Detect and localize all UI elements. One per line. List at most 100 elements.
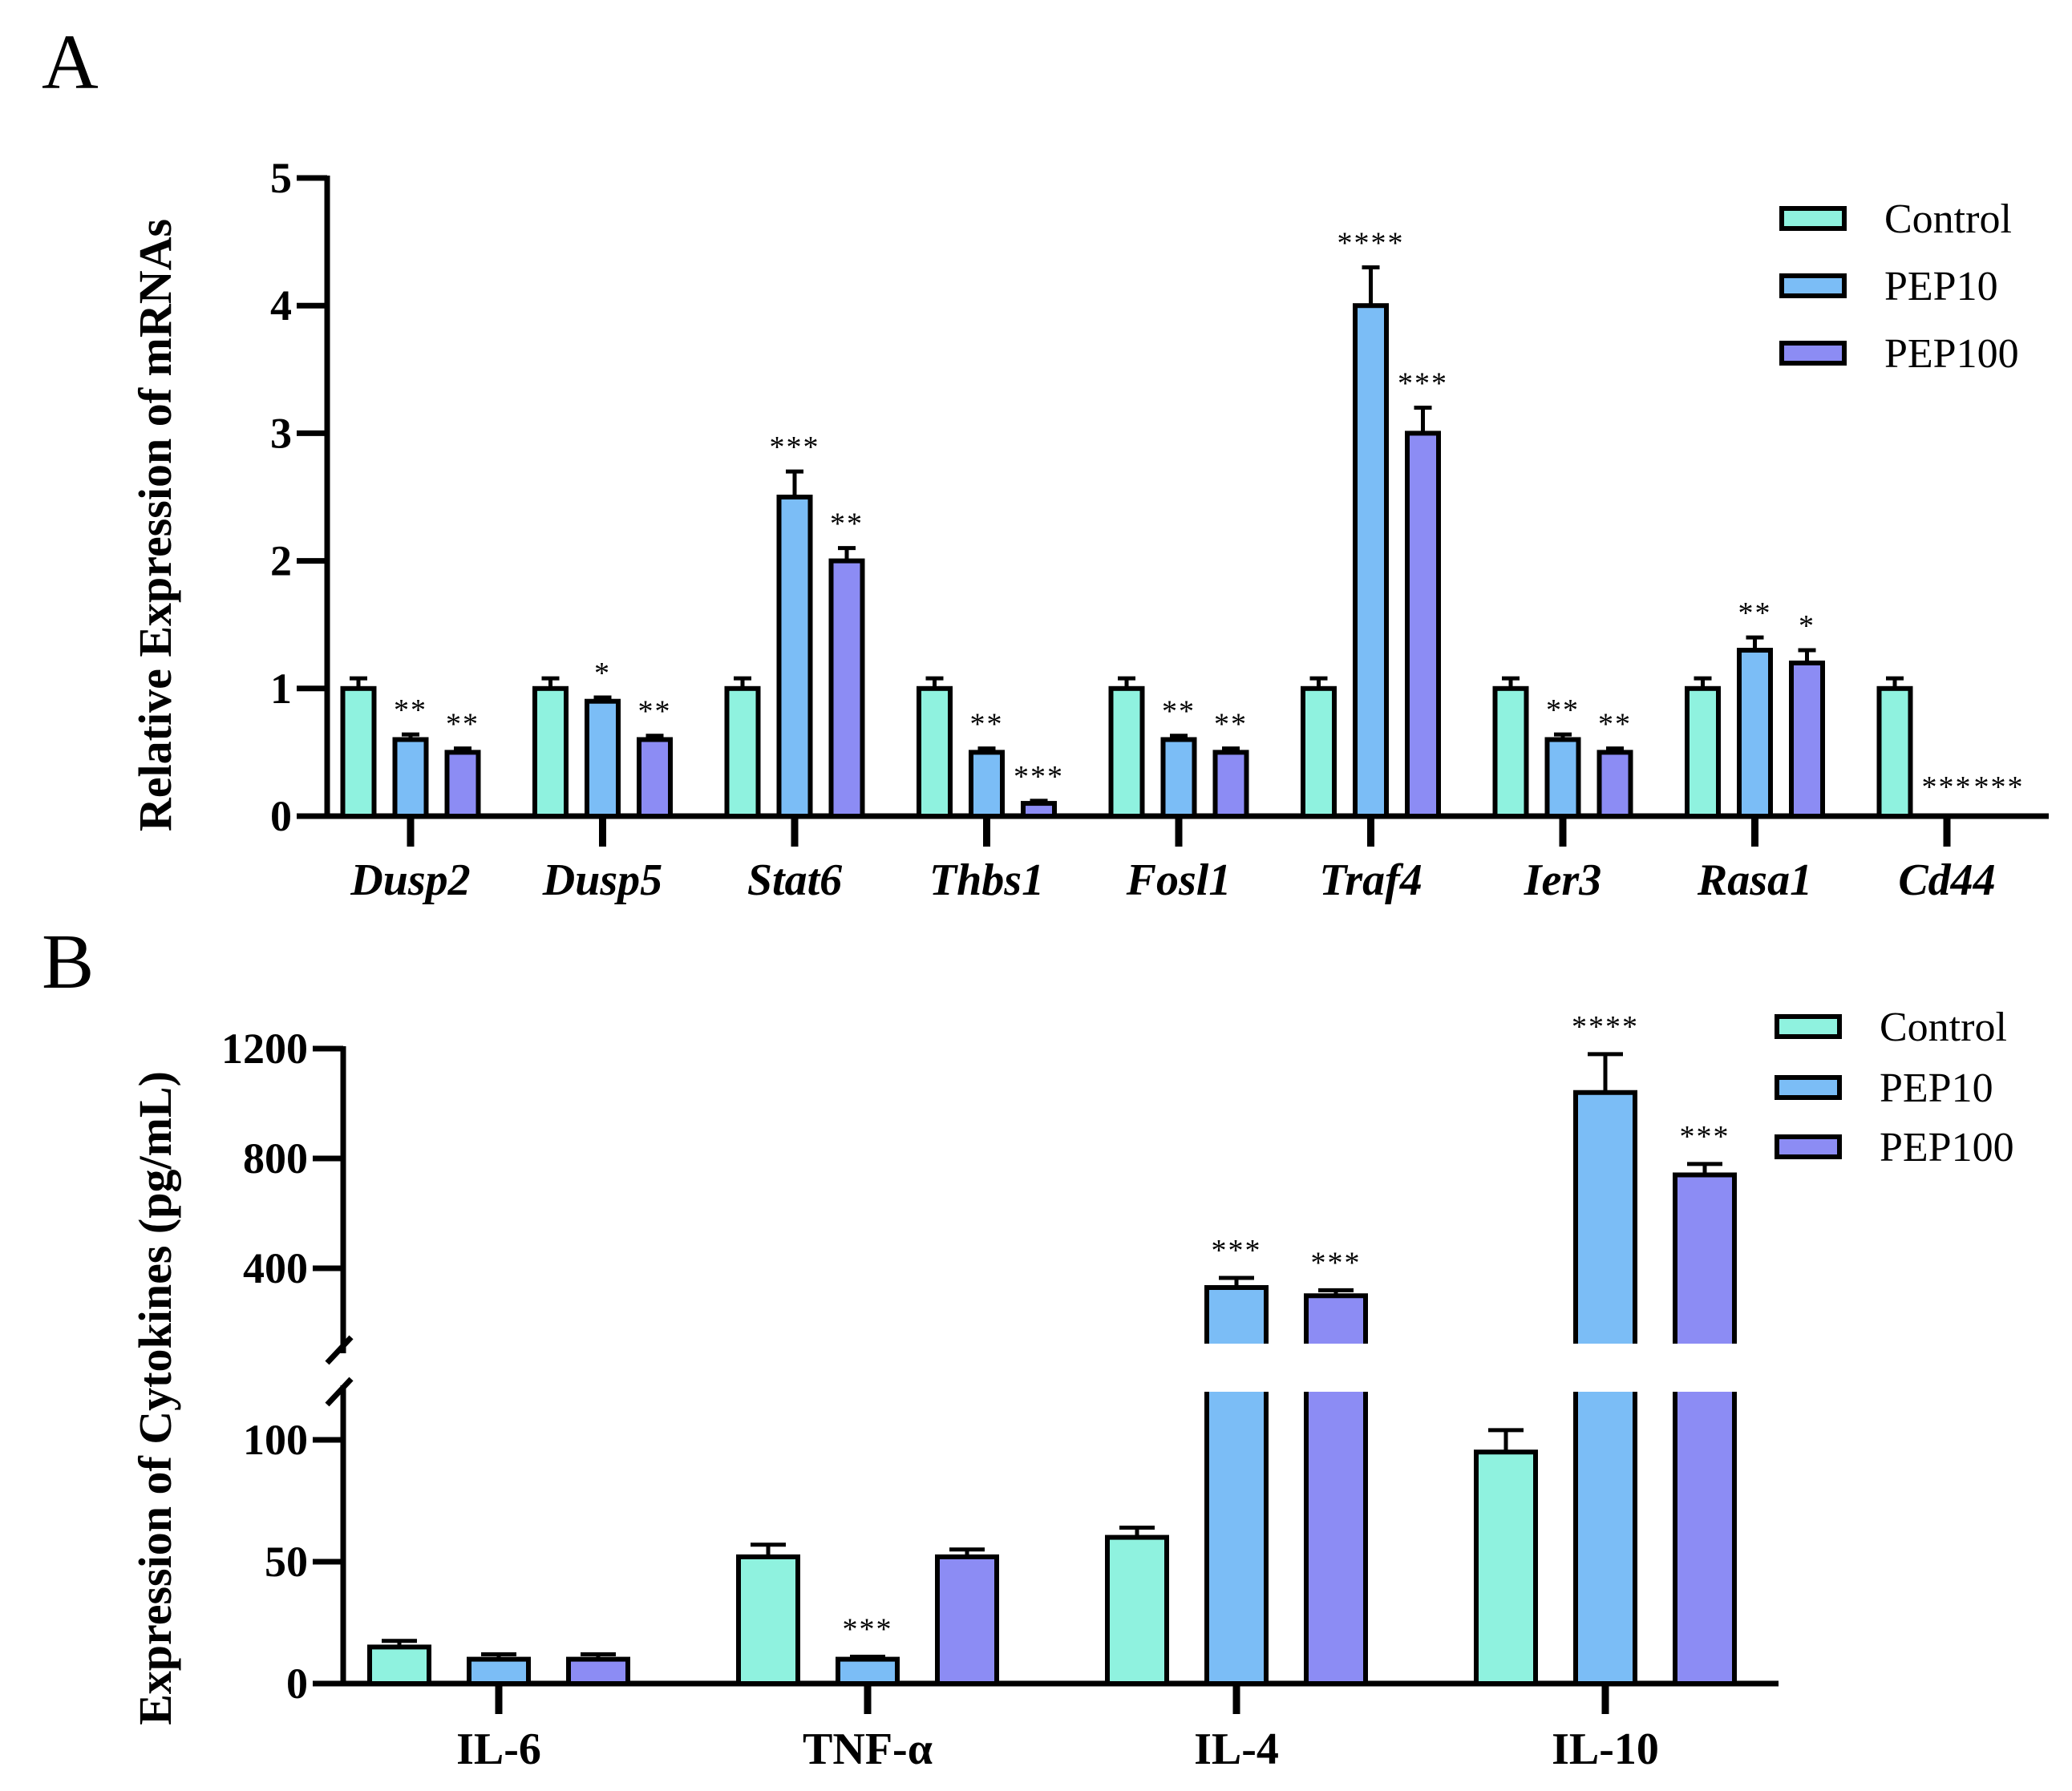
y-tick-label-b: 50 xyxy=(265,1538,308,1586)
significance-label: ** xyxy=(394,693,427,727)
bar-lower-segment xyxy=(1204,1392,1269,1686)
bar xyxy=(367,1644,431,1686)
y-tick-label-a: 2 xyxy=(270,537,292,585)
bar xyxy=(566,1656,630,1687)
significance-label: *** xyxy=(1311,1246,1362,1280)
y-tick-label-b: 400 xyxy=(243,1244,308,1292)
category-label: Dusp5 xyxy=(542,855,662,905)
y-tick-label-a: 5 xyxy=(270,154,292,202)
category-label: Thbs1 xyxy=(929,855,1044,905)
category-label: TNF-α xyxy=(803,1724,933,1774)
legend-swatch xyxy=(1775,1134,1842,1159)
legend-swatch xyxy=(1775,1014,1842,1039)
bar-upper-segment xyxy=(1573,1090,1637,1344)
legend-label: Control xyxy=(1884,196,2012,242)
bar xyxy=(585,698,621,819)
significance-label: ** xyxy=(1162,695,1196,729)
legend-label: PEP10 xyxy=(1884,264,1998,309)
bar-lower-segment xyxy=(1304,1392,1368,1686)
significance-label: *** xyxy=(1922,770,1973,804)
bar xyxy=(392,737,429,819)
bar xyxy=(836,1656,900,1687)
legend-label: PEP10 xyxy=(1880,1065,1993,1111)
legend-swatch xyxy=(1779,206,1847,231)
bar xyxy=(1353,303,1389,819)
category-label: Dusp2 xyxy=(350,855,470,905)
legend-label: PEP100 xyxy=(1884,331,2019,377)
significance-label: * xyxy=(594,657,611,690)
bar xyxy=(1685,685,1721,819)
bar xyxy=(444,750,481,819)
bar xyxy=(1492,685,1529,819)
bar xyxy=(736,1554,800,1687)
significance-label: *** xyxy=(1680,1120,1730,1154)
bar xyxy=(1737,648,1773,819)
bar xyxy=(467,1656,531,1687)
category-label: Cd44 xyxy=(1898,855,1995,905)
category-label: IL-6 xyxy=(456,1724,541,1774)
significance-label: ** xyxy=(446,708,480,742)
y-tick-label-b: 800 xyxy=(243,1134,308,1183)
bar-lower-segment xyxy=(1673,1392,1737,1686)
significance-label: ** xyxy=(1598,708,1632,742)
bar xyxy=(532,685,569,819)
bar xyxy=(724,685,761,819)
panel-b: B 400 800 1200 0 50 100 Expression of Cytokine… xyxy=(42,919,2014,1774)
y-tick-label-b: 1200 xyxy=(221,1025,308,1073)
category-label: Fosl1 xyxy=(1126,855,1232,905)
y-tick-label-a: 0 xyxy=(270,792,292,840)
panel-b-label: B xyxy=(42,919,94,1005)
significance-label: ** xyxy=(1214,708,1248,742)
bar xyxy=(776,495,813,819)
y-tick-label-a: 3 xyxy=(270,409,292,457)
category-label: IL-10 xyxy=(1552,1724,1659,1774)
bar xyxy=(1160,737,1197,819)
y-tick-label-b: 100 xyxy=(243,1416,308,1464)
y-tick-label-b: 0 xyxy=(286,1660,308,1708)
panel-a: A 0 1 2 3 4 5 Relative Expression of mRNAs Dusp… xyxy=(42,19,2049,905)
significance-label: ** xyxy=(1546,693,1580,727)
bar-upper-segment xyxy=(1673,1172,1737,1344)
bar xyxy=(1789,660,1825,819)
bar xyxy=(828,558,865,819)
bar-upper-segment xyxy=(1304,1293,1368,1344)
y-tick-label-a: 4 xyxy=(270,281,292,329)
bar xyxy=(935,1554,999,1687)
legend-swatch xyxy=(1779,273,1847,298)
category-label: Ier3 xyxy=(1524,855,1601,905)
significance-label: *** xyxy=(1398,367,1448,401)
axis-break-mark-upper xyxy=(325,1335,354,1365)
significance-label: *** xyxy=(1014,760,1064,794)
y-axis-title-b: Expression of Cytokines (pg/mL) xyxy=(129,1071,181,1725)
bar xyxy=(969,750,1005,819)
panel-a-label: A xyxy=(42,19,99,106)
significance-label: **** xyxy=(1572,1010,1639,1044)
bar xyxy=(1212,750,1249,819)
bar xyxy=(1301,685,1337,819)
significance-label: *** xyxy=(1974,770,2025,804)
bar xyxy=(1876,685,1913,819)
bar-lower-segment xyxy=(1573,1392,1637,1686)
legend-swatch xyxy=(1779,341,1847,366)
category-label: IL-4 xyxy=(1194,1724,1279,1774)
bar xyxy=(1108,685,1145,819)
axis-break-mark-lower xyxy=(325,1377,354,1407)
significance-label: *** xyxy=(1212,1234,1262,1267)
bar-upper-segment xyxy=(1204,1284,1269,1344)
significance-label: ** xyxy=(970,708,1004,742)
significance-label: * xyxy=(1799,609,1815,643)
significance-label: *** xyxy=(770,431,820,464)
significance-label: ** xyxy=(830,507,864,541)
bar xyxy=(340,685,377,819)
category-label: Stat6 xyxy=(747,855,842,905)
legend-swatch xyxy=(1775,1075,1842,1100)
significance-label: **** xyxy=(1337,226,1405,260)
significance-label: ** xyxy=(1738,596,1772,630)
legend-label: Control xyxy=(1880,1005,2007,1050)
bar xyxy=(1105,1534,1169,1686)
y-tick-label-a: 1 xyxy=(270,665,292,713)
category-label: Rasa1 xyxy=(1697,855,1812,905)
bar xyxy=(917,685,953,819)
bar xyxy=(637,737,673,819)
